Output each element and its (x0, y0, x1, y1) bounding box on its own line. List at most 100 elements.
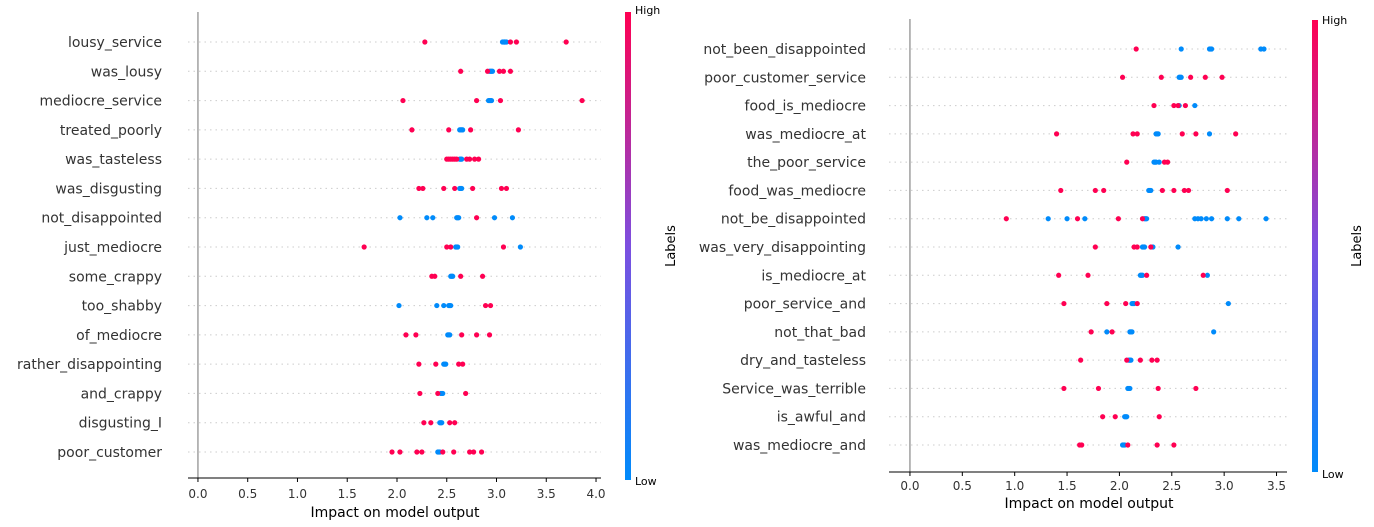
high-value-point (486, 332, 493, 338)
low-value-point (1104, 329, 1110, 335)
high-value-point (1088, 329, 1094, 335)
high-value-point (1092, 187, 1098, 194)
feature-row: too_shabby (82, 299, 601, 315)
high-value-point (1149, 357, 1155, 363)
feature-row: not_be_disappointed (721, 212, 1287, 228)
high-value-point (487, 302, 494, 309)
high-value-point (400, 97, 406, 104)
high-value-point (452, 185, 458, 192)
high-value-point (513, 39, 520, 45)
high-value-point (389, 449, 395, 455)
high-value-point (420, 185, 426, 192)
high-value-point (484, 68, 491, 74)
low-value-point (1263, 216, 1269, 222)
high-value-point (1181, 187, 1187, 194)
high-value-point (458, 273, 464, 279)
high-value-point (1185, 187, 1192, 194)
low-value-point (509, 215, 516, 221)
feature-row: some_crappy (69, 269, 601, 285)
low-value-point (460, 127, 466, 133)
low-value-point (1178, 74, 1184, 80)
feature-row: Service_was_terrible (722, 381, 1287, 397)
x-axis-label: Impact on model output (311, 505, 480, 521)
x-tick-label: 2.0 (1110, 479, 1129, 493)
high-value-point (467, 449, 473, 455)
high-value-point (1148, 244, 1154, 250)
high-value-point (482, 302, 489, 309)
high-value-point (507, 39, 514, 45)
x-tick-label: 1.0 (1005, 479, 1024, 493)
high-value-point (433, 361, 439, 367)
colorbar-title: Labels (664, 225, 679, 267)
high-value-point (1171, 187, 1177, 194)
high-value-point (1165, 159, 1171, 165)
high-value-point (1156, 414, 1162, 420)
high-value-point (397, 449, 403, 455)
high-value-point (1179, 131, 1185, 137)
low-value-point (424, 215, 430, 221)
low-value-point (1155, 131, 1161, 137)
low-value-point (1178, 46, 1184, 52)
high-value-point (500, 68, 507, 74)
feature-row: was_mediocre_and (733, 438, 1287, 454)
high-value-point (468, 127, 474, 133)
low-value-point (1144, 216, 1150, 222)
feature-label: was_lousy (91, 64, 162, 80)
high-value-point (1171, 442, 1177, 448)
feature-row: just_mediocre (63, 240, 601, 256)
x-tick-label: 0.5 (953, 479, 972, 493)
low-value-point (430, 215, 436, 221)
feature-row: was_disgusting (55, 181, 601, 197)
high-value-point (460, 361, 466, 367)
high-value-point (1159, 187, 1165, 194)
high-value-point (459, 332, 465, 338)
x-axis-label: Impact on model output (1005, 496, 1174, 512)
high-value-point (416, 361, 422, 367)
feature-row: was_very_disappointing (699, 240, 1287, 256)
high-value-point (1134, 131, 1140, 137)
feature-row: not_that_bad (774, 325, 1287, 341)
high-value-point (1056, 272, 1062, 278)
feature-label: food_is_mediocre (745, 99, 866, 115)
high-value-point (409, 127, 415, 133)
colorbar-low-label: Low (635, 475, 657, 488)
feature-row: dry_and_tasteless (740, 353, 1287, 369)
chart-panel-2: not_been_disappointed poor_customer_servi… (699, 14, 1365, 512)
high-value-point (414, 449, 420, 455)
high-value-point (1104, 300, 1110, 307)
high-value-point (1224, 187, 1230, 194)
high-value-point (441, 185, 447, 192)
low-value-point (396, 302, 402, 309)
high-value-point (1133, 46, 1139, 52)
feature-label: treated_poorly (60, 123, 162, 139)
x-tick-label: 3.5 (1267, 479, 1286, 493)
feature-label: some_crappy (69, 269, 162, 285)
feature-row: of_mediocre (76, 328, 601, 344)
high-value-point (1003, 216, 1009, 222)
feature-label: is_mediocre_at (761, 268, 866, 284)
feature-label: dry_and_tasteless (740, 353, 866, 369)
high-value-point (448, 244, 454, 250)
low-value-point (1208, 46, 1215, 52)
low-value-point (1175, 244, 1181, 250)
low-value-point (1224, 216, 1230, 222)
x-tick-label: 4.0 (586, 487, 605, 501)
high-value-point (413, 332, 419, 338)
high-value-point (1130, 131, 1136, 137)
feature-label: not_be_disappointed (721, 212, 866, 228)
high-value-point (1061, 385, 1067, 392)
high-value-point (1078, 357, 1084, 363)
low-value-point (450, 273, 456, 279)
feature-label: disgusting_I (79, 416, 162, 432)
x-tick-label: 3.0 (487, 487, 506, 501)
high-value-point (563, 39, 569, 45)
high-value-point (1175, 102, 1181, 109)
high-value-point (446, 127, 452, 133)
high-value-point (1061, 300, 1067, 307)
low-value-point (1148, 187, 1154, 194)
high-value-point (456, 361, 462, 367)
high-value-point (1200, 272, 1206, 278)
high-value-point (1139, 216, 1146, 222)
